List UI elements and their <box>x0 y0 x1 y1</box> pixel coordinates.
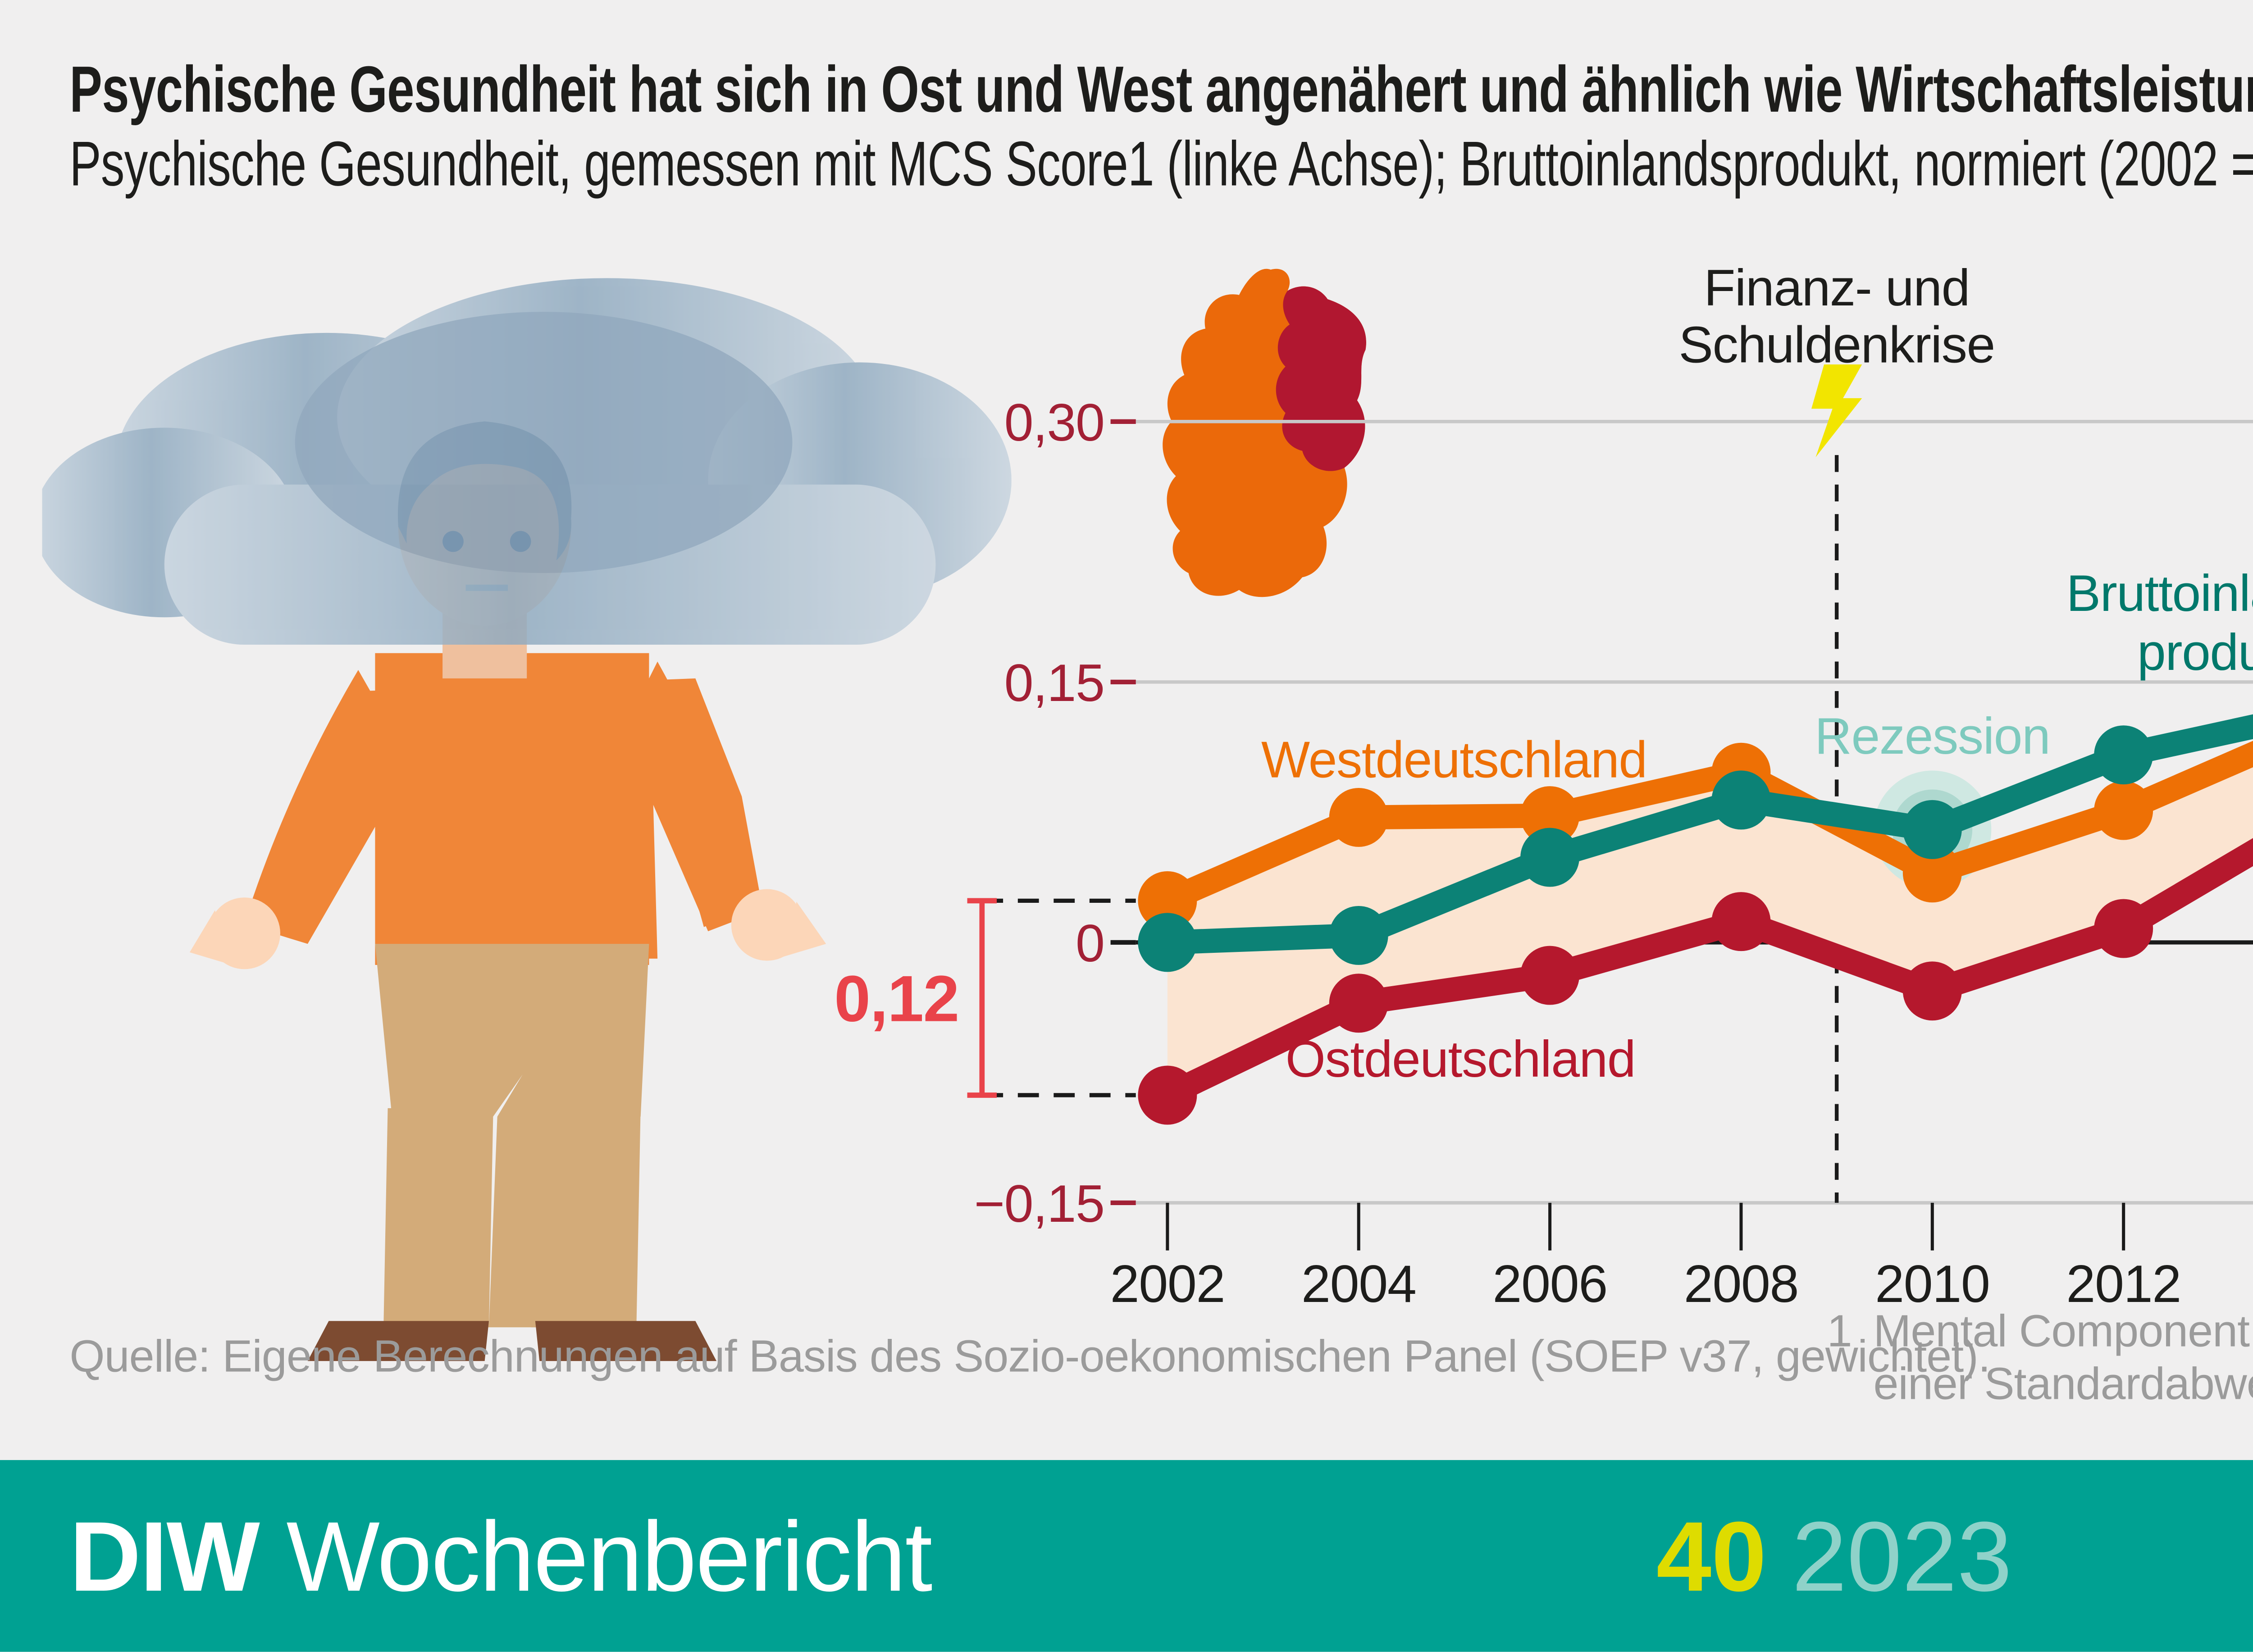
cloud-icon <box>42 278 1012 645</box>
event-label: Finanz- und <box>1704 259 1970 317</box>
germany-map-icon <box>1163 269 1366 597</box>
data-point <box>1329 974 1388 1033</box>
left-axis-label: 0,15 <box>1004 653 1104 712</box>
data-point <box>1711 892 1771 951</box>
recession-label: Rezession <box>1815 707 2050 765</box>
banner-issue: 40 2023 <box>1656 1460 2012 1652</box>
gap-value-label: 0,12 <box>834 962 959 1035</box>
data-point <box>1902 843 1962 903</box>
data-point <box>1329 906 1388 965</box>
data-point <box>2094 725 2153 785</box>
data-point <box>1520 946 1580 1005</box>
banner-brand-bold: DIW <box>69 1500 260 1612</box>
page-title: Psychische Gesundheit hat sich in Ost un… <box>69 52 2253 127</box>
person-with-cloud-illustration <box>42 278 1012 1361</box>
data-point <box>2094 899 2153 958</box>
left-axis-label: −0,15 <box>974 1174 1104 1233</box>
data-point <box>1520 828 1580 887</box>
data-point <box>1329 787 1388 847</box>
series-label: Westdeutschland <box>1261 731 1647 789</box>
page-subtitle: Psychische Gesundheit, gemessen mit MCS … <box>69 130 2253 200</box>
person-body <box>189 653 826 1361</box>
series-label: Ostdeutschland <box>1286 1030 1635 1088</box>
left-axis-label: 0,30 <box>1004 393 1104 452</box>
source-note: Quelle: Eigene Berechnungen auf Basis de… <box>69 1331 1990 1382</box>
banner-brand-regular: Wochenbericht <box>286 1500 932 1612</box>
series-line-ostdeutschland <box>1162 838 2253 1106</box>
footnote-line1: Mental Component Summary Score als Proze… <box>1873 1306 2253 1357</box>
footnote-line2: einer Standardabweichung von 2002. <box>1873 1359 2253 1410</box>
series-line-bruttoinlandsprodukt <box>1167 714 2253 955</box>
banner: DIW Wochenbericht 40 2023 DIW BERLIN <box>0 1460 2253 1652</box>
x-axis-year-label: 2010 <box>1875 1254 1989 1313</box>
series-label: Bruttoinlands- <box>2066 564 2253 622</box>
footnote: 1 Mental Component Summary Score als Pro… <box>1827 1306 2253 1412</box>
x-axis-year-label: 2006 <box>1492 1254 1607 1313</box>
series-label: produkt <box>2137 623 2253 681</box>
banner-issue-number: 40 <box>1656 1500 1767 1612</box>
data-point <box>1902 800 1962 859</box>
data-point <box>1138 913 1197 972</box>
banner-brand: DIW Wochenbericht <box>69 1460 932 1652</box>
data-point <box>1138 871 1197 930</box>
data-point <box>1138 1065 1197 1125</box>
x-axis-year-label: 2002 <box>1110 1254 1225 1313</box>
banner-issue-year: 2023 <box>1792 1500 2012 1612</box>
footnote-marker: 1 <box>1827 1306 1852 1357</box>
data-point <box>1711 770 1771 830</box>
event-label: Schuldenkrise <box>1678 316 1994 373</box>
x-axis-year-label: 2004 <box>1301 1254 1416 1313</box>
data-point <box>1520 786 1580 846</box>
series-line-westdeutschland <box>1163 741 2253 912</box>
lightning-bolt-icon <box>1811 364 1862 457</box>
data-point <box>1902 961 1962 1021</box>
x-axis-year-label: 2012 <box>2066 1254 2180 1313</box>
x-axis-year-label: 2008 <box>1684 1254 1798 1313</box>
data-point <box>2094 781 2153 840</box>
left-axis-label: 0 <box>1076 914 1104 973</box>
